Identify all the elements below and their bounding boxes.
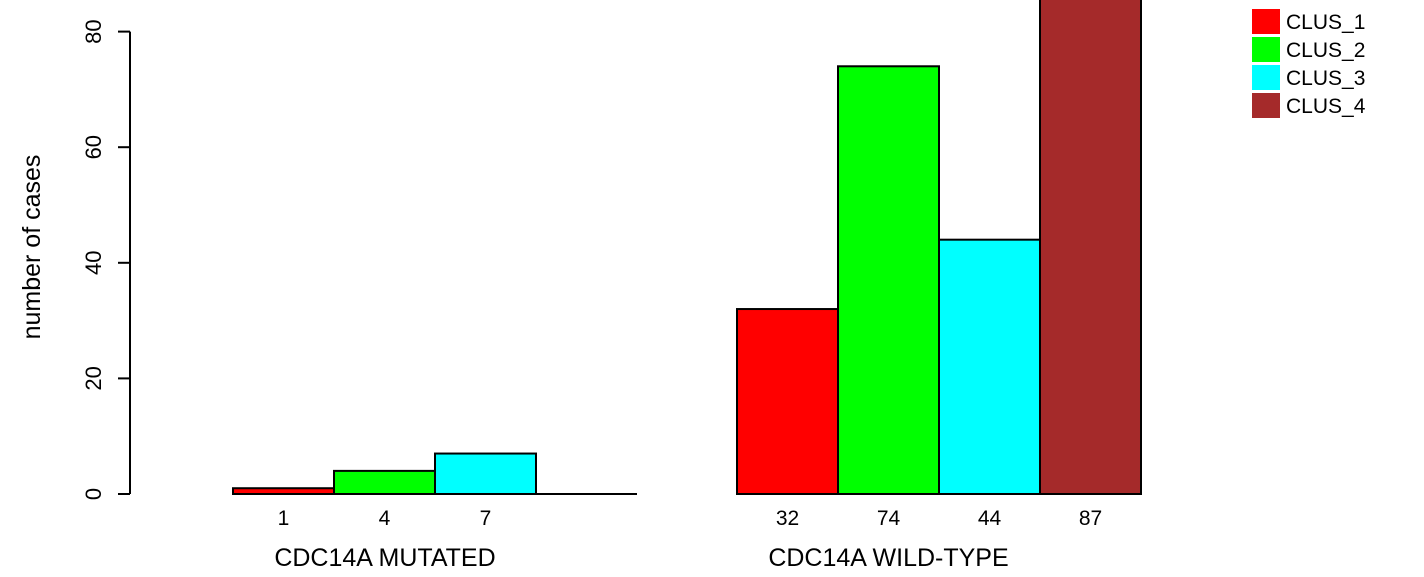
bar-count-label: 44: [978, 507, 1002, 530]
bar-count-label: 1: [278, 507, 290, 530]
legend-label: CLUS_2: [1286, 39, 1365, 62]
bar-count-label: 7: [480, 507, 492, 530]
bar: [837, 65, 940, 495]
bar: [232, 487, 335, 496]
bar: [333, 469, 436, 496]
y-tick-label: 60: [81, 135, 106, 159]
bar-count-label: 32: [776, 507, 799, 530]
bar: [434, 452, 537, 496]
y-tick-label: 80: [81, 19, 106, 43]
bar: [938, 238, 1041, 495]
bar-group: 32 74 44 87 CDC14A WILD-TYPE: [736, 0, 1142, 572]
legend: CLUS_1 CLUS_2 CLUS_3 CLUS_4: [1252, 9, 1366, 118]
legend-label: CLUS_4: [1286, 95, 1366, 118]
bar-group: 1 4 7 CDC14A MUTATED: [232, 452, 637, 572]
bar-groups: 1 4 7 CDC14A MUTATED 32 74 44 87 CDC14A WILD-TYP…: [232, 0, 1142, 572]
y-tick-label: 40: [81, 251, 106, 275]
group-label: CDC14A MUTATED: [274, 544, 495, 572]
y-tick-label: 0: [81, 488, 106, 500]
bar-count-label: 87: [1079, 507, 1102, 530]
legend-swatch: [1252, 9, 1280, 34]
bar: [736, 308, 839, 496]
bar-count-label: 4: [379, 507, 391, 530]
legend-label: CLUS_1: [1286, 11, 1365, 34]
bar: [1039, 0, 1142, 495]
y-axis: 0 20 40 60 80: [81, 19, 131, 500]
y-tick-label: 20: [81, 366, 106, 390]
legend-label: CLUS_3: [1286, 67, 1365, 90]
legend-swatch: [1252, 93, 1280, 118]
group-label: CDC14A WILD-TYPE: [768, 544, 1008, 572]
legend-swatch: [1252, 65, 1280, 90]
bar-count-label: 74: [877, 507, 901, 530]
legend-swatch: [1252, 37, 1280, 62]
y-axis-title: number of cases: [18, 155, 46, 340]
